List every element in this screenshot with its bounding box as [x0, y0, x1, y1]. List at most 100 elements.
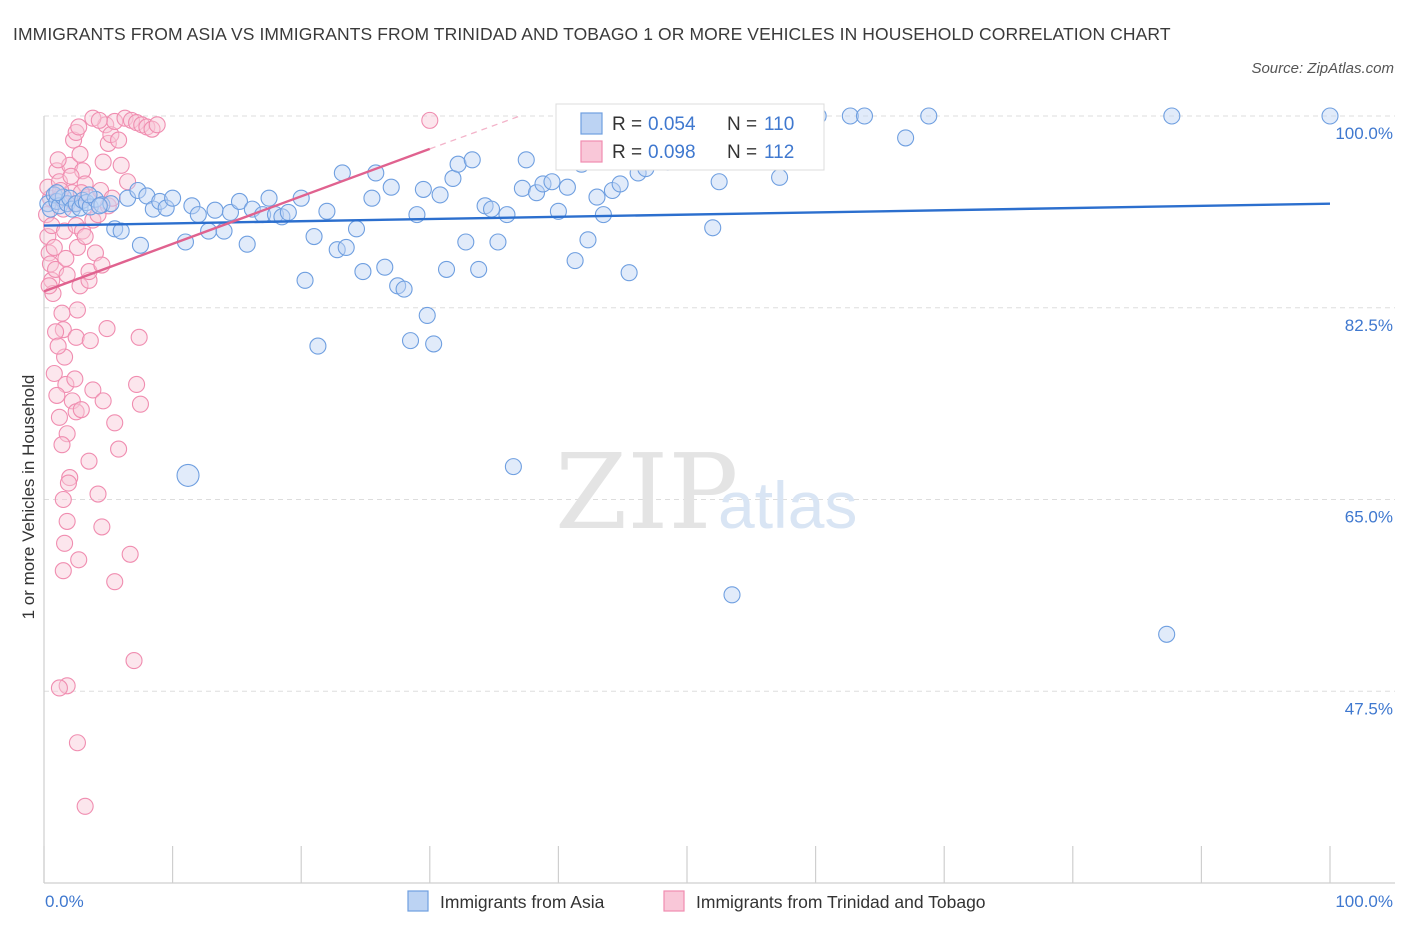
- legend-label-asia: Immigrants from Asia: [440, 892, 605, 912]
- tt-point-93: [76, 227, 94, 246]
- tt-point-105: [72, 401, 90, 419]
- asia-point-34: [230, 192, 249, 211]
- asia-point-25: [157, 199, 175, 217]
- asia-point-76: [517, 151, 535, 169]
- y-tick-label-0: 100.0%: [1335, 124, 1393, 143]
- asia-point-38: [260, 189, 278, 207]
- tt-point-22: [57, 375, 75, 394]
- tt-point-81: [121, 545, 139, 563]
- x-tick-label-min: 0.0%: [45, 892, 84, 911]
- tt-point-106: [98, 320, 116, 338]
- asia-point-105: [1158, 625, 1176, 643]
- asia-point-46: [318, 202, 336, 220]
- tt-point-98: [49, 337, 67, 355]
- asia-point-102: [855, 107, 874, 125]
- tt-point-8: [45, 238, 63, 257]
- tt-point-41: [67, 328, 85, 346]
- trend-line-asia: [43, 202, 1331, 227]
- x-tick-label-max: 100.0%: [1335, 892, 1393, 911]
- asia-point-60: [414, 180, 432, 198]
- stats-swatch-asia: [580, 112, 603, 135]
- tt-point-72: [148, 116, 166, 134]
- asia-point-55: [382, 178, 400, 196]
- series-trinidad-tobago-points: [38, 109, 439, 815]
- tt-point-100: [53, 436, 71, 454]
- stats-swatch-tt: [580, 140, 603, 163]
- tt-point-45: [61, 469, 79, 487]
- stats-n-label-asia: N =: [727, 114, 757, 135]
- asia-point-97: [723, 586, 741, 604]
- asia-point-65: [444, 169, 462, 188]
- asia-point-20: [129, 181, 147, 200]
- stats-r-value-asia: 0.054: [648, 114, 696, 135]
- legend-swatch-asia: [407, 890, 429, 912]
- asia-point-51: [354, 263, 372, 281]
- tt-point-11: [40, 277, 58, 295]
- asia-point-69: [470, 260, 488, 278]
- tt-point-24: [50, 408, 68, 426]
- asia-point-67: [457, 233, 475, 251]
- stats-box: R = 0.054 N = 110 R = 0.098 N = 112: [555, 103, 825, 171]
- asia-point-52: [363, 189, 381, 207]
- asia-point-49: [337, 238, 355, 257]
- asia-point-84: [579, 231, 597, 249]
- asia-point-35: [238, 235, 256, 253]
- trend-line-tt-extension: [429, 115, 521, 150]
- tt-point-21: [56, 348, 74, 366]
- tt-point-103: [421, 111, 439, 129]
- asia-point-77: [527, 184, 546, 202]
- legend: Immigrants from Asia Immigrants from Tri…: [407, 890, 986, 912]
- y-tick-labels: 100.0% 82.5% 65.0% 47.5%: [1335, 124, 1393, 718]
- tt-point-77: [89, 485, 107, 503]
- tt-point-42: [66, 370, 84, 388]
- asia-point-111: [176, 463, 200, 487]
- asia-point-33: [221, 203, 240, 221]
- tt-point-40: [68, 301, 86, 319]
- stats-r-label-asia: R =: [612, 114, 642, 135]
- stats-n-value-asia: 110: [764, 114, 794, 135]
- asia-point-50: [347, 220, 366, 238]
- asia-point-26: [164, 189, 182, 207]
- asia-point-89: [620, 264, 638, 282]
- y-tick-label-1: 82.5%: [1345, 316, 1393, 335]
- asia-point-82: [566, 252, 584, 270]
- asia-point-68: [463, 151, 481, 169]
- asia-point-44: [305, 227, 323, 246]
- asia-point-73: [498, 206, 516, 224]
- tt-point-48: [56, 534, 74, 552]
- series-asia-points: [39, 107, 1339, 643]
- asia-point-85: [588, 188, 606, 206]
- legend-swatch-tt: [663, 890, 685, 912]
- tt-point-64: [110, 131, 128, 149]
- asia-point-64: [437, 260, 456, 278]
- tt-point-95: [62, 167, 80, 185]
- asia-point-81: [558, 178, 576, 196]
- asia-point-43: [296, 271, 314, 289]
- watermark-zip: ZIP: [555, 431, 738, 553]
- tt-point-34: [71, 145, 89, 163]
- asia-point-41: [279, 203, 297, 221]
- stats-r-label-tt: R =: [612, 142, 642, 163]
- asia-point-28: [183, 197, 201, 215]
- x-tick-marks: [43, 846, 1331, 883]
- tt-point-87: [106, 414, 124, 432]
- stats-r-value-tt: 0.098: [648, 142, 696, 163]
- tt-point-80: [106, 573, 124, 591]
- tt-point-104: [59, 474, 77, 492]
- asia-point-54: [376, 258, 394, 276]
- asia-point-110: [90, 197, 108, 215]
- tt-point-86: [94, 392, 112, 410]
- tt-point-65: [112, 156, 130, 174]
- tt-point-36: [76, 175, 94, 193]
- asia-point-86: [594, 206, 612, 224]
- tt-point-82: [125, 652, 143, 670]
- chart-title: IMMIGRANTS FROM ASIA VS IMMIGRANTS FROM …: [13, 24, 1171, 44]
- tt-point-78: [93, 518, 111, 536]
- tt-point-101: [80, 452, 98, 470]
- asia-point-62: [425, 335, 443, 353]
- asia-point-107: [1321, 107, 1339, 125]
- asia-point-18: [112, 222, 130, 240]
- tt-point-99: [45, 364, 63, 383]
- tt-point-23: [48, 386, 66, 404]
